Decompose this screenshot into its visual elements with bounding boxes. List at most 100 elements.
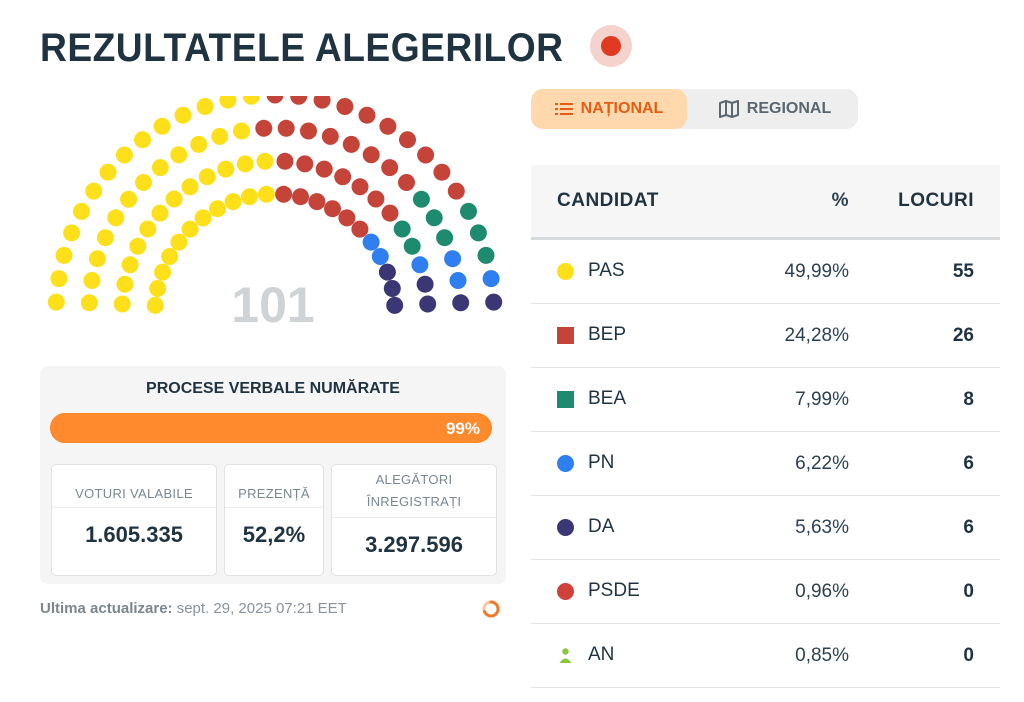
col-percent: % xyxy=(737,165,849,240)
table-row: AN 0,85% 0 xyxy=(531,623,1000,688)
cell-percent: 5,63% xyxy=(737,495,849,560)
seat-dot xyxy=(452,294,470,312)
party-dot-icon xyxy=(557,262,574,280)
seat-dot xyxy=(181,220,199,238)
seat-dot xyxy=(367,190,385,208)
seat-dot xyxy=(416,275,434,293)
cell-seats: 6 xyxy=(849,495,1000,560)
seat-dot xyxy=(120,190,138,208)
table-row: PN 6,22% 6 xyxy=(531,431,1000,496)
parliament-hemicycle: 101 xyxy=(47,96,503,333)
seat-dot xyxy=(139,220,157,238)
progress-bar: 99% xyxy=(50,413,492,443)
seat-dot xyxy=(88,250,106,268)
seat-dot xyxy=(379,117,397,135)
list-icon xyxy=(554,103,573,115)
seat-dot xyxy=(276,152,294,170)
candidate-name: AN xyxy=(588,644,615,666)
seat-dot xyxy=(381,159,399,177)
seat-dot xyxy=(334,168,352,186)
refresh-icon[interactable] xyxy=(482,600,500,618)
tab-regional[interactable]: REGIONAL xyxy=(711,89,839,129)
seat-dot xyxy=(460,202,477,220)
view-tabs: NAȚIONAL REGIONAL xyxy=(531,89,858,129)
seat-dot xyxy=(241,188,258,206)
seat-dot xyxy=(386,296,404,314)
seat-dot xyxy=(194,209,212,227)
seat-dot xyxy=(436,229,454,247)
last-update: Ultima actualizare: sept. 29, 2025 07:21… xyxy=(40,600,347,617)
table-row: PAS 49,99% 55 xyxy=(531,238,1000,304)
seat-dot xyxy=(393,220,411,238)
tab-label: NAȚIONAL xyxy=(580,100,664,117)
seat-dot xyxy=(63,224,81,242)
cell-candidate: PN xyxy=(531,431,737,496)
seat-dot xyxy=(233,122,250,140)
candidate-name: BEA xyxy=(588,388,627,410)
candidate-name: BEP xyxy=(588,324,627,346)
seat-dot xyxy=(371,248,389,265)
party-dot-icon xyxy=(557,582,574,600)
party-dot-icon xyxy=(557,454,574,472)
seat-dot xyxy=(115,146,133,164)
seat-dot xyxy=(399,131,416,149)
seat-dot xyxy=(113,295,131,313)
cell-seats: 55 xyxy=(849,238,1000,304)
last-update-value: sept. 29, 2025 07:21 EET xyxy=(176,600,347,617)
tab-label: REGIONAL xyxy=(746,100,832,117)
cell-candidate: PAS xyxy=(531,238,737,304)
seat-dot xyxy=(47,293,65,311)
cell-seats: 26 xyxy=(849,303,1000,368)
counting-card: PROCESE VERBALE NUMĂRATE 99% VOTURI VALA… xyxy=(40,366,506,584)
table-row: PSDE 0,96% 0 xyxy=(531,559,1000,624)
stat-value: 52,2% xyxy=(242,522,306,547)
cell-candidate: PSDE xyxy=(531,559,737,624)
seat-dot xyxy=(196,98,214,115)
cell-candidate: BEA xyxy=(531,367,737,432)
seat-dot xyxy=(338,209,356,227)
seat-dot xyxy=(83,272,101,289)
table-row: BEA 7,99% 8 xyxy=(531,367,1000,432)
seat-dot xyxy=(313,96,331,109)
seat-dot xyxy=(146,296,164,314)
col-candidate: CANDIDAT xyxy=(531,165,737,240)
counting-title: PROCESE VERBALE NUMĂRATE xyxy=(146,380,400,397)
seat-dot xyxy=(236,155,254,173)
map-icon xyxy=(718,100,739,118)
seat-dot xyxy=(96,229,114,247)
seat-dot xyxy=(107,209,125,227)
seat-dot xyxy=(198,168,216,186)
seat-dot xyxy=(256,152,274,170)
cell-seats: 0 xyxy=(849,559,1000,624)
party-dot-icon xyxy=(557,518,574,536)
seat-dot xyxy=(55,246,73,264)
seat-dot xyxy=(362,146,380,164)
seat-dot xyxy=(398,174,415,191)
cell-candidate: BEP xyxy=(531,303,737,368)
seat-dot xyxy=(181,178,199,196)
candidate-name: PSDE xyxy=(588,580,640,602)
candidate-name: DA xyxy=(588,516,615,538)
candidate-name: PN xyxy=(588,452,615,474)
stat-label: PREZENȚĂ xyxy=(238,486,310,501)
seat-dot xyxy=(149,280,167,297)
seat-dot xyxy=(73,202,90,220)
col-seats: LOCURI xyxy=(849,165,1000,240)
stat-label: VOTURI VALABILE xyxy=(75,486,193,501)
table-row: BEP 24,28% 26 xyxy=(531,303,1000,368)
seat-dot xyxy=(154,263,172,281)
seat-dot xyxy=(411,256,429,274)
party-square-icon xyxy=(557,390,574,408)
cell-seats: 0 xyxy=(849,623,1000,688)
seat-dot xyxy=(419,295,437,313)
party-square-icon xyxy=(557,326,574,344)
seat-dot xyxy=(174,106,192,124)
seat-dot xyxy=(417,146,435,164)
last-update-label: Ultima actualizare: xyxy=(40,600,173,617)
cell-percent: 7,99% xyxy=(737,367,849,432)
seat-dot xyxy=(277,119,295,137)
stat-registered-voters: ALEGĂTORI ÎNREGISTRAȚI 3.297.596 xyxy=(331,464,497,576)
seat-dot xyxy=(266,96,284,104)
tab-national[interactable]: NAȚIONAL xyxy=(531,89,687,129)
seat-dot xyxy=(383,280,401,297)
